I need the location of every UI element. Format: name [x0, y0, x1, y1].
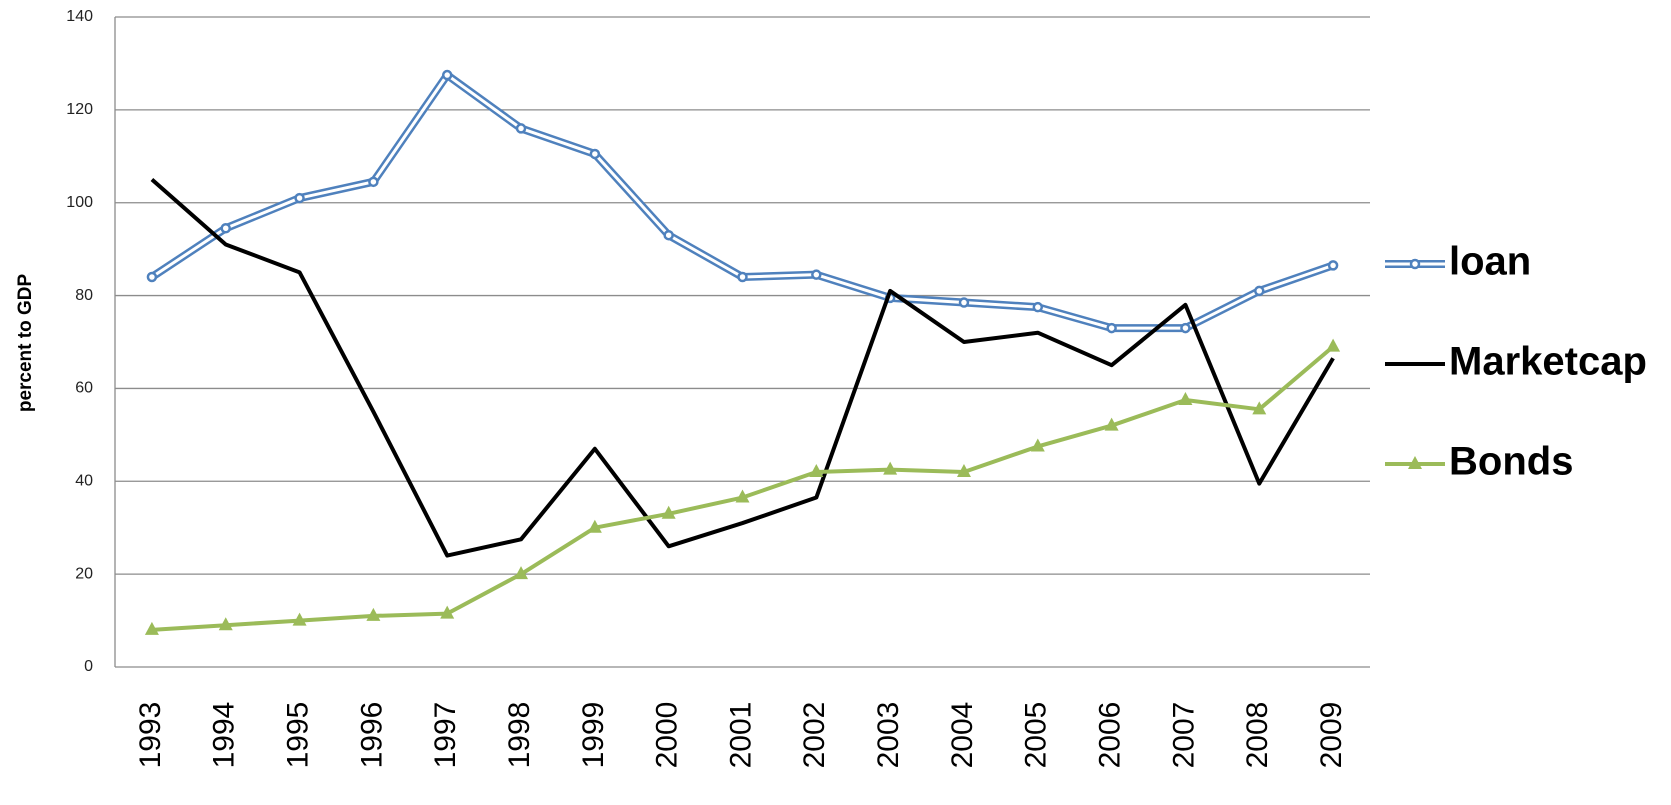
point-marker: [1030, 438, 1045, 452]
point-marker: [368, 176, 379, 188]
x-tick-label: 2006: [1094, 702, 1127, 769]
series-line: [151, 345, 1335, 632]
y-tick-label: 20: [75, 565, 93, 582]
x-tick-label: 1998: [503, 702, 536, 769]
point-marker: [809, 464, 824, 477]
point-marker: [1032, 301, 1044, 313]
y-tick-label: 80: [75, 287, 93, 304]
x-tick-label: 1993: [134, 702, 167, 769]
point-marker: [589, 148, 601, 160]
point-marker: [661, 505, 676, 519]
point-marker: [1180, 322, 1191, 334]
x-tick-label: 2003: [872, 702, 905, 769]
legend-label: Bonds: [1449, 440, 1573, 484]
point-marker: [883, 461, 898, 475]
point-marker: [587, 519, 602, 533]
legend-label: Marketcap: [1449, 340, 1647, 384]
y-tick-label: 140: [66, 8, 93, 25]
series-line: [149, 71, 1335, 333]
series-line-inner: [151, 73, 1334, 330]
series-line: [150, 177, 1335, 558]
x-tick-label: 1997: [429, 702, 462, 769]
legend-marker: [1409, 258, 1421, 270]
y-tick-label: 100: [66, 194, 93, 211]
y-axis-label: percent to GDP: [15, 274, 36, 413]
point-marker: [515, 123, 527, 134]
point-marker: [958, 297, 970, 308]
x-tick-label: 2002: [798, 702, 831, 769]
point-marker: [663, 229, 674, 241]
point-marker: [292, 612, 307, 626]
x-tick-label: 1995: [281, 702, 314, 769]
legend-label: loan: [1449, 240, 1531, 284]
point-marker: [146, 271, 158, 283]
x-tick-label: 2008: [1241, 702, 1274, 769]
x-tick-label: 1994: [208, 702, 241, 769]
x-tick-label: 2004: [946, 702, 979, 769]
x-tick-label: 2009: [1315, 702, 1348, 769]
y-tick-label: 0: [84, 658, 93, 675]
y-tick-label: 120: [66, 101, 93, 118]
point-marker: [1254, 285, 1265, 297]
x-tick-label: 2000: [651, 702, 684, 769]
point-marker: [441, 69, 453, 81]
point-marker: [735, 489, 750, 503]
point-marker: [366, 607, 381, 621]
point-marker: [811, 269, 822, 280]
point-marker: [1252, 401, 1267, 415]
x-tick-label: 2005: [1020, 702, 1053, 769]
y-tick-label: 60: [75, 380, 93, 397]
point-marker: [218, 617, 233, 631]
point-marker: [144, 621, 159, 635]
point-marker: [1327, 260, 1339, 271]
x-tick-label: 1999: [577, 702, 610, 769]
point-marker: [1326, 338, 1341, 352]
point-marker: [220, 223, 231, 234]
point-marker: [1178, 392, 1193, 406]
x-tick-label: 1996: [355, 702, 388, 769]
point-marker: [1106, 322, 1117, 334]
x-tick-label: 2007: [1167, 702, 1200, 769]
point-marker: [1104, 417, 1119, 431]
legend-marker: [1408, 456, 1422, 469]
x-tick-label: 2001: [724, 702, 757, 769]
point-marker: [514, 566, 529, 580]
point-marker: [440, 605, 455, 619]
point-marker: [956, 464, 971, 477]
point-marker: [737, 271, 748, 283]
point-marker: [294, 192, 305, 204]
y-tick-label: 40: [75, 473, 93, 490]
